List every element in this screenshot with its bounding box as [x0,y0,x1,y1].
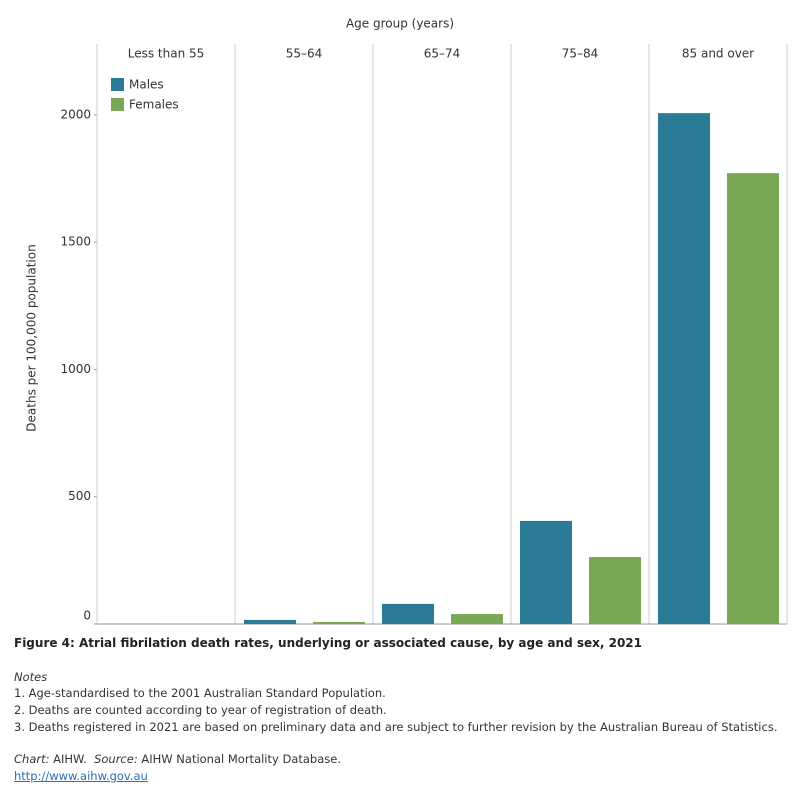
bar [589,557,641,624]
chart-label: Chart: [14,752,50,766]
notes-heading: Notes [14,670,48,684]
note: 1. Age-standardised to the 2001 Australi… [14,686,386,700]
y-tick-label: 1000 [60,362,91,376]
source-line: Chart: AIHW. Source: AIHW National Morta… [14,752,341,766]
legend-label: Females [129,98,179,112]
source-label: Source: [94,752,138,766]
x-axis-title: Age group (years) [346,17,454,31]
bar [244,619,296,624]
legend-swatch [111,78,124,91]
legend-swatch [111,98,124,111]
source-text: AIHW National Mortality Database. [141,752,341,766]
y-tick-label: 0 [83,609,91,623]
y-tick-label: 500 [68,489,91,503]
legend-label: Males [129,78,164,92]
bar [451,614,503,624]
x-tick-label: 75–84 [562,47,599,61]
chart-credit: AIHW. [53,752,87,766]
bar [727,173,779,624]
y-axis-title: Deaths per 100,000 population [25,244,39,431]
y-tick-label: 1500 [60,235,91,249]
bar [658,113,710,625]
note: 2. Deaths are counted according to year … [14,703,387,717]
y-tick-label: 2000 [60,107,91,121]
note: 3. Deaths registered in 2021 are based o… [14,720,778,734]
x-tick-label: Less than 55 [128,47,205,61]
chart: Age group (years) Deaths per 100,000 pop… [25,17,788,625]
bar [313,621,365,624]
chart-title: Figure 4: Atrial fibrilation death rates… [14,636,642,650]
bar [382,603,434,624]
x-tick-label: 65–74 [424,47,461,61]
x-tick-label: 85 and over [682,47,754,61]
bar [520,520,572,624]
link[interactable]: http://www.aihw.gov.au [14,769,148,783]
x-tick-label: 55–64 [286,47,323,61]
